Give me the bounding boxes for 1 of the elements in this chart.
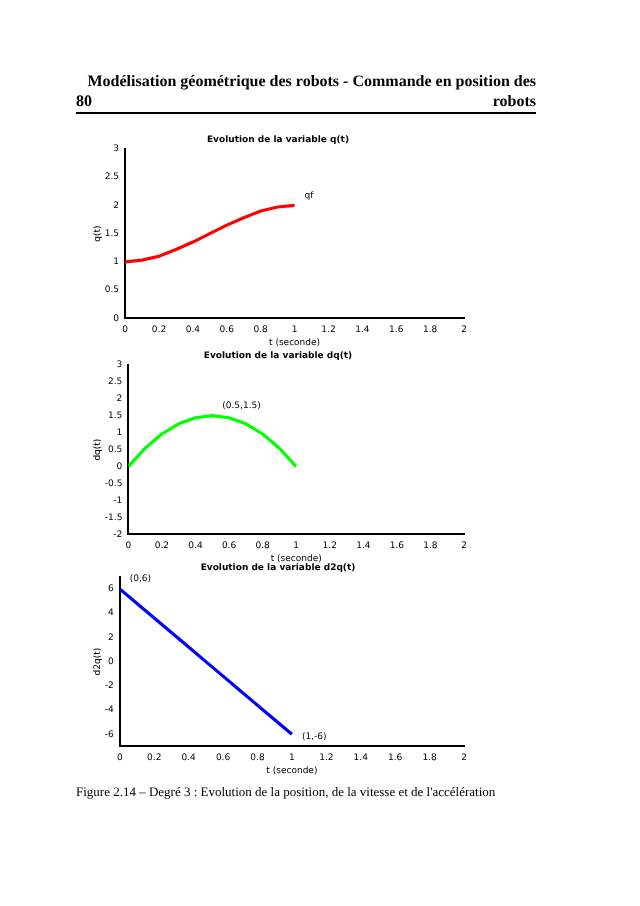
text: 80 bbox=[76, 92, 92, 110]
